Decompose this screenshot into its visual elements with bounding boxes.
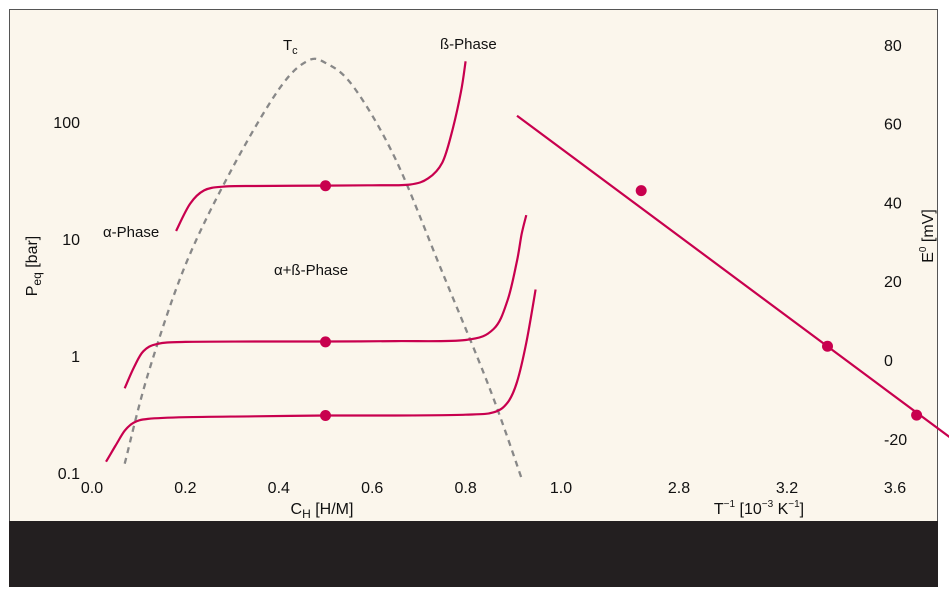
right-x-axis-label: T−1 [10−3 K−1] <box>714 499 804 518</box>
right-series-group <box>516 114 949 439</box>
right-markers-group <box>635 185 923 421</box>
left-y-tick-label: 0.1 <box>58 466 80 483</box>
right-y-tick-label: 20 <box>884 274 902 291</box>
mixed-phase-label: α+ß-Phase <box>274 262 348 279</box>
right-y-tick-label: -20 <box>884 432 907 449</box>
right-y-tick-label: 40 <box>884 195 902 212</box>
isotherm-line-3 <box>105 289 537 463</box>
left-x-tick-label: 0.2 <box>174 480 196 497</box>
left-y-tick-label: 100 <box>53 115 80 132</box>
potential-marker <box>822 340 833 352</box>
left-x-axis-label: CH [H/M] <box>291 501 354 521</box>
beta-phase-label: ß-Phase <box>440 36 497 53</box>
right-y-tick-label: 0 <box>884 353 893 370</box>
right-y-tick-label: 80 <box>884 38 902 55</box>
footer-bar <box>9 521 938 587</box>
left-y-tick-label: 1 <box>71 349 80 366</box>
left-x-axis-ticks: 0.0 0.2 0.4 0.6 0.8 <box>81 480 477 497</box>
isotherm-line-1 <box>175 61 467 232</box>
tc-coexistence-curve <box>123 57 523 479</box>
potential-line <box>516 114 949 439</box>
right-x-tick-label: 3.2 <box>776 480 798 497</box>
potential-marker <box>911 409 923 421</box>
left-y-axis-label: Peq [bar] <box>24 236 44 297</box>
left-x-tick-label: 0.8 <box>454 480 476 497</box>
isotherm-line-2 <box>123 214 528 389</box>
plateau-marker <box>320 336 331 348</box>
left-markers-group <box>320 180 331 422</box>
plateau-marker <box>320 410 331 422</box>
potential-marker <box>635 185 647 197</box>
plateau-marker <box>320 180 331 192</box>
right-x-tick-extra: 1.0 <box>550 480 572 497</box>
left-y-axis-ticks: 100 10 1 0.1 <box>53 115 80 483</box>
right-y-axis-ticks: 80 60 40 20 0 -20 <box>884 38 907 449</box>
chart-panel <box>9 9 938 587</box>
left-y-tick-label: 10 <box>62 232 80 249</box>
left-x-tick-label: 0.4 <box>268 480 290 497</box>
right-x-axis-ticks: 2.8 3.2 3.6 <box>668 480 906 497</box>
left-x-tick-label: 0.0 <box>81 480 103 497</box>
right-x-tick-label: 2.8 <box>668 480 690 497</box>
tc-label: Tc <box>283 37 298 57</box>
left-x-tick-label: 0.6 <box>361 480 383 497</box>
alpha-phase-label: α-Phase <box>103 224 159 241</box>
right-y-tick-label: 60 <box>884 117 902 134</box>
right-x-tick-label: 3.6 <box>884 480 906 497</box>
right-y-axis-label: E0 [mV] <box>918 209 937 263</box>
